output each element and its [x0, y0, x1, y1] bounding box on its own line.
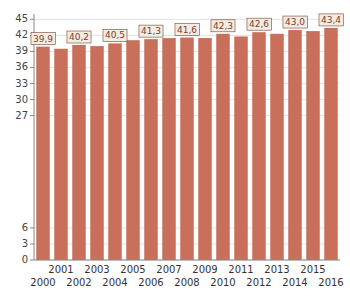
bar	[234, 36, 248, 260]
data-label-group: 40,2	[67, 31, 91, 43]
tick-mark	[30, 83, 34, 84]
bar	[144, 39, 158, 260]
bar	[216, 34, 230, 260]
tick-label: 39	[15, 45, 28, 56]
bar	[126, 40, 140, 260]
bar	[288, 30, 302, 260]
data-label-box	[67, 31, 91, 43]
x-axis-line	[34, 260, 340, 261]
data-labels: 39,9 40,2 40,5 41,3 41,6 42,3 42,6 43,0 43,4	[31, 14, 343, 45]
tick-mark	[30, 67, 34, 68]
tick-label: 0	[22, 254, 28, 265]
tick-label: 45	[15, 13, 28, 24]
x-axis: 2000 2001 2002 2003 2004 2005 2006 2007 2008 2009…	[30, 264, 343, 288]
data-label-group: 42,6	[247, 18, 271, 30]
tick-label: 27	[15, 110, 28, 121]
bar	[270, 34, 284, 260]
data-label: 41,3	[141, 26, 161, 36]
tick-mark	[30, 19, 34, 20]
tick-label: 6	[22, 222, 28, 233]
tick-mark	[30, 115, 34, 116]
data-label-box	[247, 18, 271, 30]
bar	[306, 31, 320, 260]
category-label: 2016	[318, 277, 343, 288]
category-label: 2009	[192, 264, 217, 275]
tick-label: 30	[15, 94, 28, 105]
category-label: 2012	[246, 277, 271, 288]
data-label-group: 43,0	[283, 16, 307, 28]
tick-mark	[30, 243, 34, 244]
tick-label: 42	[15, 29, 28, 40]
data-label-box	[211, 20, 235, 32]
category-label: 2011	[228, 264, 253, 275]
data-label: 39,9	[33, 34, 53, 44]
tick-label: 3	[22, 238, 28, 249]
data-label-group: 39,9	[31, 33, 55, 45]
data-label-group: 40,5	[103, 29, 127, 41]
bar	[90, 46, 104, 260]
y-axis: 03627303336394245	[15, 13, 34, 265]
category-label: 2004	[102, 277, 127, 288]
data-label-box	[175, 24, 199, 36]
bar	[36, 47, 50, 260]
tick-mark	[30, 260, 34, 261]
bar	[198, 38, 212, 260]
data-label: 42,6	[249, 19, 269, 29]
category-label: 2015	[300, 264, 325, 275]
chart: 0362730333639424520002001200220032004200…	[0, 0, 350, 300]
data-label-box	[283, 16, 307, 28]
data-label-box	[103, 29, 127, 41]
category-label: 2005	[120, 264, 145, 275]
category-label: 2013	[264, 264, 289, 275]
category-label: 2007	[156, 264, 181, 275]
bar	[162, 38, 176, 260]
data-label-group: 42,3	[211, 20, 235, 32]
category-label: 2010	[210, 277, 235, 288]
tick-label: 36	[15, 61, 28, 72]
category-label: 2002	[66, 277, 91, 288]
tick-mark	[30, 99, 34, 100]
category-label: 2006	[138, 277, 163, 288]
category-label: 2003	[84, 264, 109, 275]
bar	[180, 38, 194, 260]
category-label: 2001	[48, 264, 73, 275]
data-label: 42,3	[213, 21, 233, 31]
tick-mark	[30, 51, 34, 52]
data-label: 43,0	[285, 17, 305, 27]
data-label-group: 43,4	[319, 14, 343, 26]
data-label-box	[31, 33, 55, 45]
data-label: 40,5	[105, 30, 125, 40]
bar	[252, 32, 266, 260]
data-label-group: 41,3	[139, 25, 163, 37]
category-label: 2014	[282, 277, 307, 288]
bar	[324, 28, 338, 260]
data-label-group: 41,6	[175, 24, 199, 36]
tick-label: 33	[15, 78, 28, 89]
tick-mark	[30, 227, 34, 228]
grid-line	[34, 260, 340, 261]
data-label: 41,6	[177, 25, 197, 35]
grid	[34, 19, 340, 260]
category-label: 2000	[30, 277, 55, 288]
data-label-box	[319, 14, 343, 26]
bars	[36, 28, 338, 260]
bar	[54, 49, 68, 260]
data-label-box	[139, 25, 163, 37]
bar	[72, 45, 86, 260]
category-label: 2008	[174, 277, 199, 288]
data-label: 40,2	[69, 32, 89, 42]
data-label: 43,4	[321, 15, 341, 25]
y-axis-line	[34, 14, 35, 260]
bar	[108, 43, 122, 260]
